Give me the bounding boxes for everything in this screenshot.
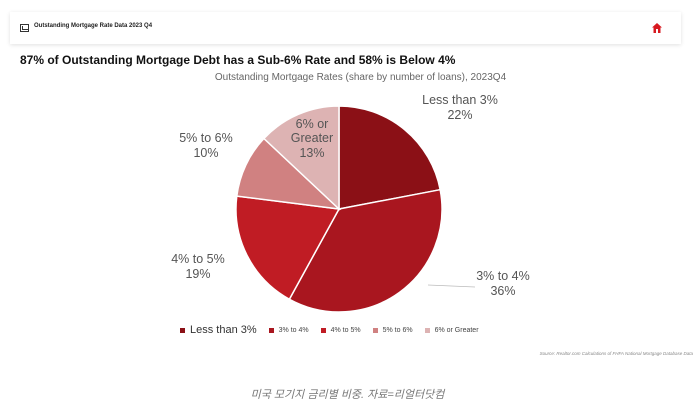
legend-item-5: 6% or Greater (424, 326, 479, 334)
chart-icon (20, 24, 29, 32)
slice-label-3: 4% to 5% (171, 252, 225, 266)
legend-item-3: 4% to 5% (320, 326, 361, 334)
leader-line-2 (427, 284, 476, 288)
slice-label-5: 6% or Greater (291, 117, 333, 145)
topbar-title: Outstanding Mortgage Rate Data 2023 Q4 (34, 23, 153, 29)
legend-item-2: 3% to 4% (268, 326, 309, 334)
top-bar: Outstanding Mortgage Rate Data 2023 Q4 (10, 12, 681, 44)
legend-swatch-1 (180, 327, 185, 333)
legend: Less than 3% 3% to 4% 4% to 5% 5% to 6% 6% o… (180, 323, 479, 337)
legend-label-5: 6% or Greater (434, 326, 479, 334)
slice-value-4: 10% (193, 146, 218, 160)
slice-label-2: 3% to 4% (476, 269, 530, 283)
legend-swatch-3 (320, 327, 326, 333)
legend-swatch-4 (372, 327, 378, 333)
legend-swatch-5 (424, 327, 430, 333)
slice-label-1: Less than 3% (422, 93, 498, 107)
slice-value-2: 36% (490, 284, 515, 298)
caption: 미국 모기지 금리별 비중. 자료=리얼터닷컴 (250, 389, 445, 401)
legend-label-4: 5% to 6% (382, 326, 413, 334)
legend-swatch-2 (268, 327, 274, 333)
legend-item-1: Less than 3% (180, 324, 257, 336)
slice-value-1: 22% (447, 108, 472, 122)
headline: 87% of Outstanding Mortgage Debt has a S… (20, 53, 456, 67)
legend-label-2: 3% to 4% (278, 326, 309, 334)
home-icon[interactable] (651, 22, 663, 34)
legend-label-1: Less than 3% (190, 324, 257, 336)
slice-label-4: 5% to 6% (179, 131, 233, 145)
pie-slice-3 (235, 195, 341, 301)
source-note: Source: Realtor.com Calculations of FHFA… (539, 351, 693, 356)
pie-slice-5 (262, 105, 340, 211)
pie-slice-1 (338, 105, 442, 210)
legend-item-4: 5% to 6% (372, 326, 413, 334)
legend-label-3: 4% to 5% (330, 326, 361, 334)
chart-title: Outstanding Mortgage Rates (share by num… (214, 72, 507, 83)
pie-slice-2 (288, 188, 443, 313)
slice-value-5: 13% (299, 146, 324, 160)
slice-value-3: 19% (185, 267, 210, 281)
